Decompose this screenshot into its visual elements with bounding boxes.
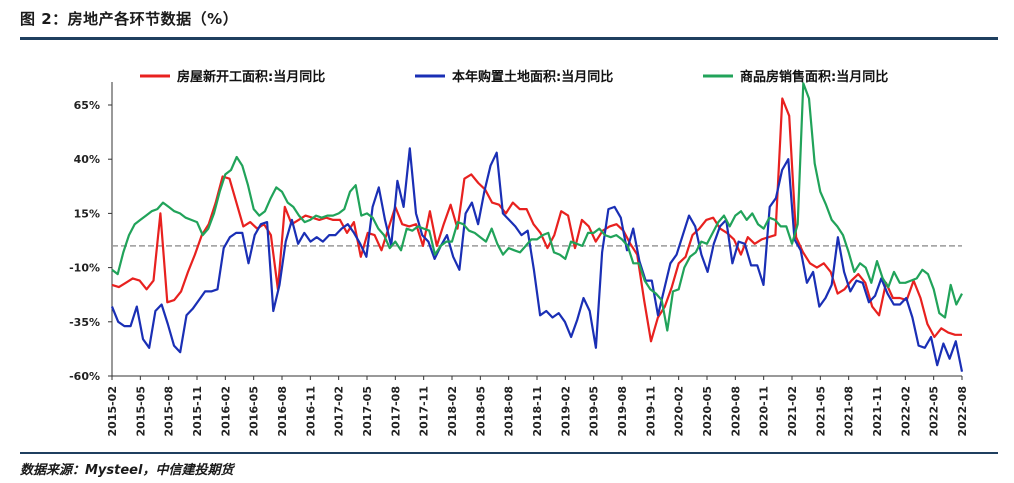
page-title: 图 2：房地产各环节数据（%） xyxy=(20,10,239,28)
chart-legend: 房屋新开工面积:当月同比 本年购置土地面积:当月同比 商品房销售面积:当月同比 xyxy=(140,69,888,85)
legend-label: 本年购置土地面积:当月同比 xyxy=(452,69,613,85)
x-tick-label: 2016-11 xyxy=(304,386,317,437)
x-tick-label: 2017-11 xyxy=(418,386,431,437)
footer-divider xyxy=(20,452,998,454)
x-tick-label: 2020-02 xyxy=(673,386,686,437)
legend-label: 房屋新开工面积:当月同比 xyxy=(177,69,325,85)
y-tick-label: -60% xyxy=(69,370,100,383)
x-tick-label: 2019-11 xyxy=(644,386,657,437)
series-line-3 xyxy=(111,82,963,332)
data-source-note: 数据来源：Mysteel，中信建投期货 xyxy=(20,463,234,478)
x-tick-label: 2020-08 xyxy=(729,386,742,437)
x-tick-label: 2022-05 xyxy=(928,386,941,437)
x-tick-label: 2021-02 xyxy=(786,386,799,437)
series-line-1 xyxy=(111,97,962,343)
x-tick-label: 2016-08 xyxy=(276,386,289,437)
x-tick-label: 2020-11 xyxy=(758,386,771,437)
x-tick-label: 2018-11 xyxy=(531,386,544,437)
x-tick-label: 2016-02 xyxy=(219,386,232,437)
y-tick-label: -35% xyxy=(69,316,100,329)
x-tick-label: 2021-11 xyxy=(871,386,884,437)
chart-series xyxy=(110,82,964,372)
x-tick-label: 2015-05 xyxy=(134,386,147,437)
x-tick-label: 2021-08 xyxy=(843,386,856,437)
x-tick-label: 2019-05 xyxy=(588,386,601,437)
x-tick-label: 2018-05 xyxy=(474,386,487,437)
x-tick-label: 2018-02 xyxy=(446,386,459,437)
title-divider xyxy=(20,37,998,40)
x-tick-label: 2015-11 xyxy=(191,386,204,437)
y-axis: -60% -35% -10% 15% 40% 65% xyxy=(69,82,113,383)
y-tick-label: 15% xyxy=(74,207,100,220)
series-line-2 xyxy=(110,147,964,372)
x-tick-label: 2022-02 xyxy=(899,386,912,437)
x-tick-label: 2015-02 xyxy=(106,386,119,437)
y-tick-label: 65% xyxy=(74,99,100,112)
x-tick-label: 2018-08 xyxy=(503,386,516,437)
x-tick-label: 2017-08 xyxy=(389,386,402,437)
y-tick-label: 40% xyxy=(74,153,100,166)
x-tick-label: 2019-02 xyxy=(559,386,572,437)
x-tick-label: 2015-08 xyxy=(163,386,176,437)
x-tick-label: 2021-05 xyxy=(814,386,827,437)
legend-label: 商品房销售面积:当月同比 xyxy=(740,69,888,85)
x-tick-label: 2022-08 xyxy=(956,386,969,437)
y-tick-label: -10% xyxy=(69,262,100,275)
x-axis: 2015-02 2015-05 2015-08 2015-11 2016-02 2016-… xyxy=(106,375,969,437)
x-tick-label: 2019-08 xyxy=(616,386,629,437)
x-tick-label: 2017-02 xyxy=(333,386,346,437)
x-tick-label: 2017-05 xyxy=(361,386,374,437)
x-tick-label: 2016-05 xyxy=(248,386,261,437)
x-tick-label: 2020-05 xyxy=(701,386,714,437)
